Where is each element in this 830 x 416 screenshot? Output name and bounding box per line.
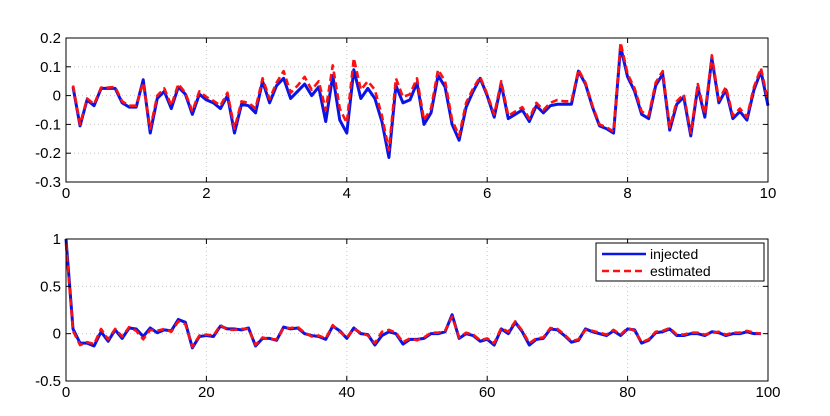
- axes-frame: [65, 238, 769, 382]
- y-tick-label: 0.5: [40, 278, 61, 295]
- x-tick-label: 40: [338, 384, 355, 401]
- x-tick-label: 80: [619, 384, 636, 401]
- x-tick-label: 10: [760, 185, 777, 202]
- x-tick-label: 2: [202, 185, 210, 202]
- x-tick-label: 60: [479, 384, 496, 401]
- y-tick-label: -0.3: [35, 174, 61, 191]
- legend-box: [595, 242, 765, 282]
- x-tick-label: 20: [198, 384, 215, 401]
- y-tick-label: -0.2: [35, 145, 61, 162]
- legend-label-injected: injected: [650, 246, 698, 262]
- x-tick-label: 4: [343, 185, 351, 202]
- x-tick-label: 8: [623, 185, 631, 202]
- y-tick-label: -0.5: [35, 373, 61, 390]
- series-line-estimated: [64, 243, 762, 349]
- x-tick-label: 100: [755, 384, 780, 401]
- x-tick-label: 6: [483, 185, 491, 202]
- y-tick-label: 0: [53, 88, 61, 105]
- top-axes: 0 2 4 6 8 10 -0.3 -0.2 -0.1 0 0.1 0.2: [35, 30, 776, 202]
- y-tick-label: 0.1: [40, 59, 61, 76]
- y-tick-label: 0.2: [40, 30, 61, 47]
- y-tick-label: -0.1: [35, 116, 61, 133]
- y-tick-label: 0: [53, 326, 61, 343]
- x-tick-label: 0: [62, 185, 70, 202]
- y-tick-label: 1: [53, 231, 61, 248]
- x-tick-label: 0: [62, 384, 70, 401]
- legend-label-estimated: estimated: [650, 263, 711, 279]
- axes-frame: [65, 37, 769, 183]
